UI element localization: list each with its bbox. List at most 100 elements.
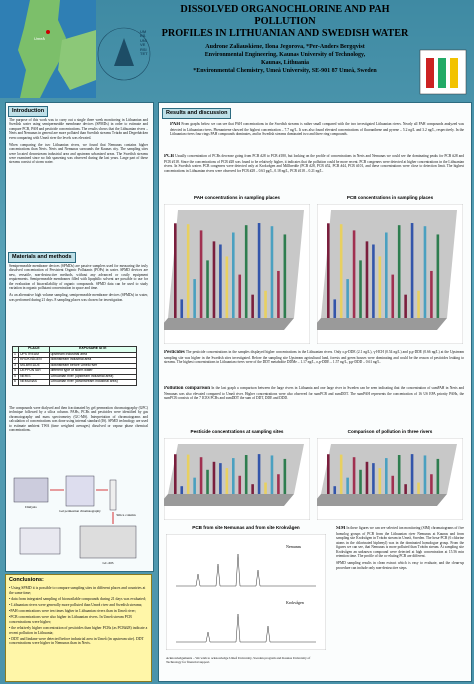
intro-text: The purpose of this work was to carry ou… (9, 118, 148, 250)
diagram-label: Dialysis (25, 505, 37, 509)
comparison-chart (317, 438, 463, 520)
chart-decoration (264, 290, 267, 318)
heading: Conclusions: (9, 577, 44, 583)
chart-decoration (410, 454, 414, 494)
sites-table: PLACE EXPOSURE SITE 1 UPSTREAM upstream ind… (11, 346, 138, 386)
chart-decoration (232, 232, 235, 318)
pollution-text: Pollution comparison In the last graph a… (164, 386, 464, 426)
chart-decoration (372, 463, 375, 494)
lead: Pesticides (164, 350, 185, 355)
bullet: •PAH concentrations were ten times highe… (9, 609, 136, 613)
lead: PCB (164, 154, 174, 159)
chart-decoration (244, 455, 248, 494)
chart-decoration (186, 454, 190, 494)
chromatograms: Nemunas Krokvågen (166, 534, 326, 650)
cell: 4 (11, 368, 20, 375)
diagram-label: Silica column (116, 513, 136, 517)
chart-decoration (436, 458, 440, 494)
lead: SIM (336, 526, 346, 531)
heading: Results and discussion (162, 108, 232, 119)
chart-decoration (199, 457, 203, 494)
university-logo (97, 27, 151, 81)
chart-decoration (333, 486, 337, 494)
pah-text: PAH From graphs below we can see that PA… (170, 122, 464, 152)
method-diagram: Dialysis Gel permeation chromatography S… (13, 475, 137, 565)
chart-decoration (193, 477, 196, 494)
bullet: • the relatively higher concentration of… (9, 625, 148, 635)
paragraph: Usually concentration of PCBs decrease g… (164, 154, 464, 173)
bullet: • data from integrated sampling of bioav… (9, 596, 146, 601)
chart-decoration (372, 244, 375, 318)
chart-decoration (212, 241, 216, 318)
chart-decoration (359, 469, 362, 494)
sim-text: SIM In these figures we can see selected… (336, 526, 464, 648)
cell: NEMUNAS (18, 379, 50, 386)
chart-decoration (238, 274, 242, 318)
affiliation: Kaunas, Lithuania (260, 59, 310, 66)
heading: Introduction (8, 106, 49, 117)
chart-decoration (404, 294, 407, 318)
chart-decoration (327, 454, 330, 494)
table-row: 4 DEPPUNTAR different type of storm water (11, 368, 138, 375)
cell: downstream industrial area (48, 357, 138, 364)
lead: Pollution comparison (164, 386, 211, 391)
conclusions-box (5, 574, 152, 682)
acknowledgements: Acknowledgements – We wish to acknowledg… (166, 656, 311, 665)
chart-decoration (365, 241, 369, 318)
chart-decoration (391, 274, 395, 318)
chart-decoration (346, 279, 349, 318)
chart-decoration (378, 256, 382, 318)
chart-decoration (391, 475, 395, 494)
pcb-text: PCB Usually concentration of PCBs decrea… (164, 154, 464, 194)
bullet: • Using SPMD it is possible to compare s… (9, 586, 146, 595)
chart-decoration (270, 226, 274, 318)
title-line: DISSOLVED ORGANOCHLORINE AND PAH POLLUTI… (180, 4, 390, 28)
chart-decoration (219, 244, 222, 318)
pesticides-text: Pesticides The pesticide concentrations … (164, 350, 464, 384)
chart-decoration (180, 299, 184, 318)
table-row: 5 NERIS Lithuanian river (upstream industr… (11, 373, 138, 380)
chart-decoration (404, 484, 407, 494)
authors-block: Audrone Zaliauskiene, Ilona Jegorova, *P… (160, 44, 410, 76)
chromatogram-label: Nemunas (286, 544, 302, 549)
chart-decoration (430, 474, 433, 494)
paragraph: SPMD sampling results in clean extract w… (336, 561, 464, 570)
chart-decoration (277, 270, 280, 318)
chart-decoration (410, 223, 414, 318)
chart-title: Pesticide concentrations at sampling sit… (190, 429, 284, 434)
chart-decoration (257, 223, 261, 318)
materials-text: Semipermeable membrane devices (SPMDs) a… (9, 264, 148, 344)
chart-decoration (385, 458, 388, 494)
cell (11, 346, 20, 353)
table-row: 6 NEMUNAS Lithuanian river (downstream ind… (11, 379, 138, 386)
pesticide-chart (164, 438, 310, 520)
paragraph: From graphs below we can see that PAH co… (170, 122, 464, 137)
chart-decoration (333, 299, 337, 318)
diagram-label: Gel permeation chromatography (59, 509, 101, 513)
chart-decoration (212, 461, 216, 494)
chart-decoration (352, 230, 356, 318)
conclusions-list: • Using SPMD it is possible to compare s… (9, 586, 148, 679)
chart-decoration (206, 260, 209, 318)
bullet: • Lithuanian rivers were generally more … (9, 602, 143, 607)
chart-decoration (251, 294, 254, 318)
title-line: PROFILES IN LITHUANIAN AND SWEDISH WATER (161, 28, 409, 40)
paragraph: In these figures we can see selected ion… (336, 526, 464, 558)
cell: Lithuanian river (downstream industrial … (48, 379, 138, 386)
chart-title: PAH concentrations in sampling places (194, 195, 280, 200)
chart-decoration (264, 482, 267, 494)
chart-decoration (174, 223, 177, 318)
chart-decoration (359, 260, 362, 318)
heading: Materials and methods (8, 252, 76, 263)
chart-decoration (397, 225, 401, 318)
chart-decoration (232, 458, 235, 494)
chart-decoration (238, 475, 242, 494)
cell: 1 (11, 351, 20, 358)
authors: Audrone Zaliauskiene, Ilona Jegorova, *P… (205, 44, 365, 50)
cell: downstream before Umeå river (48, 362, 138, 369)
ktu-logo (419, 49, 467, 95)
paragraph: In the last graph a comparison between t… (164, 386, 464, 401)
chart-decoration (378, 468, 382, 494)
chart-decoration (385, 232, 388, 318)
paragraph: The compounds were dialysed and then fra… (9, 406, 148, 432)
